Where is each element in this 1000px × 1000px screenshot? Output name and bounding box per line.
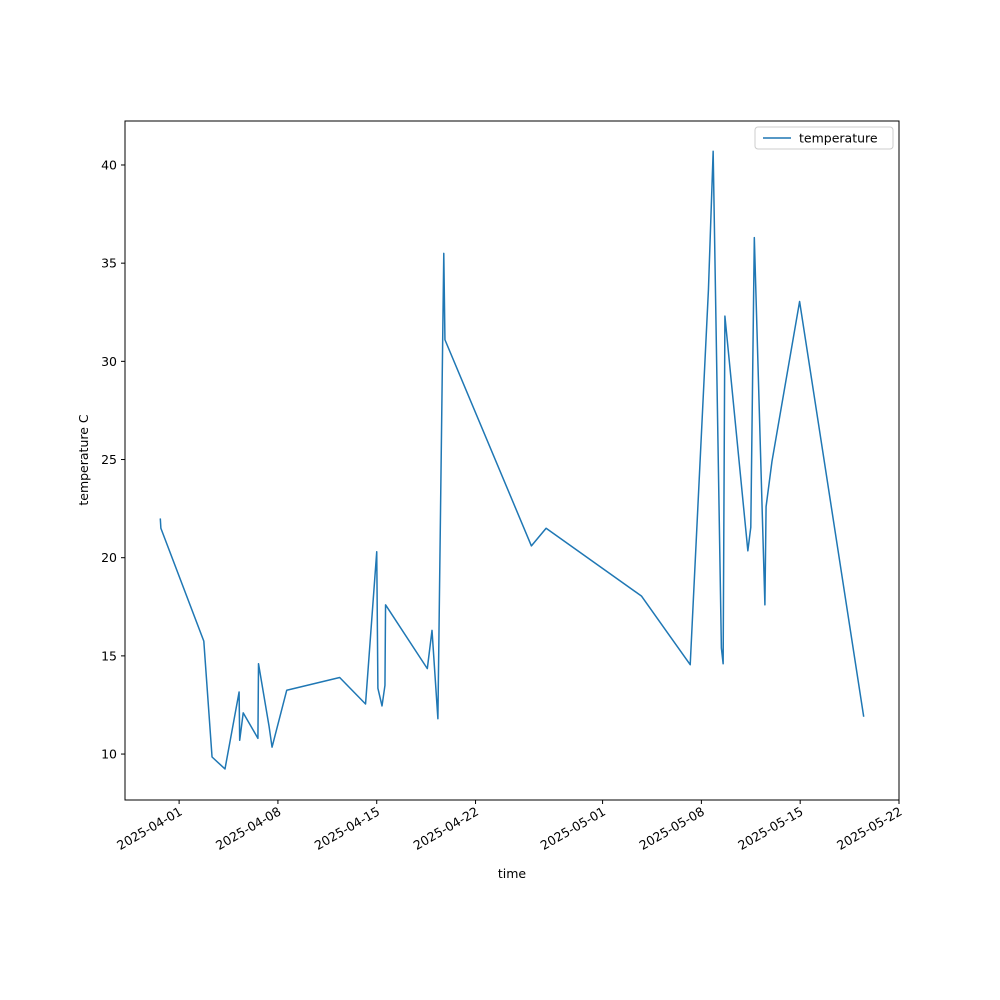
y-tick-label: 15 — [101, 648, 117, 663]
y-axis-label: temperature C — [76, 414, 91, 506]
legend-box — [754, 126, 894, 150]
x-axis-label: time — [498, 866, 527, 881]
y-tick-label: 40 — [101, 157, 117, 172]
y-tick-label: 35 — [101, 256, 117, 271]
line-series — [159, 150, 865, 770]
y-tick-label: 25 — [101, 452, 117, 467]
x-tick-label: 2025-05-08 — [636, 804, 706, 853]
x-tick-label: 2025-05-01 — [538, 804, 608, 853]
x-tick-label: 2025-04-22 — [411, 804, 481, 853]
x-tick-label: 2025-04-01 — [114, 804, 184, 853]
y-tick-label: 10 — [101, 747, 117, 762]
x-tick-label: 2025-05-15 — [735, 804, 805, 853]
x-tick-label: 2025-04-15 — [312, 804, 382, 853]
x-tick-label: 2025-04-08 — [213, 804, 283, 853]
y-tick-label: 20 — [101, 550, 117, 565]
legend-label: temperature — [799, 131, 878, 146]
y-tick-label: 30 — [101, 354, 117, 369]
x-tick-label: 2025-05-22 — [834, 804, 904, 853]
plot-frame — [124, 120, 900, 801]
